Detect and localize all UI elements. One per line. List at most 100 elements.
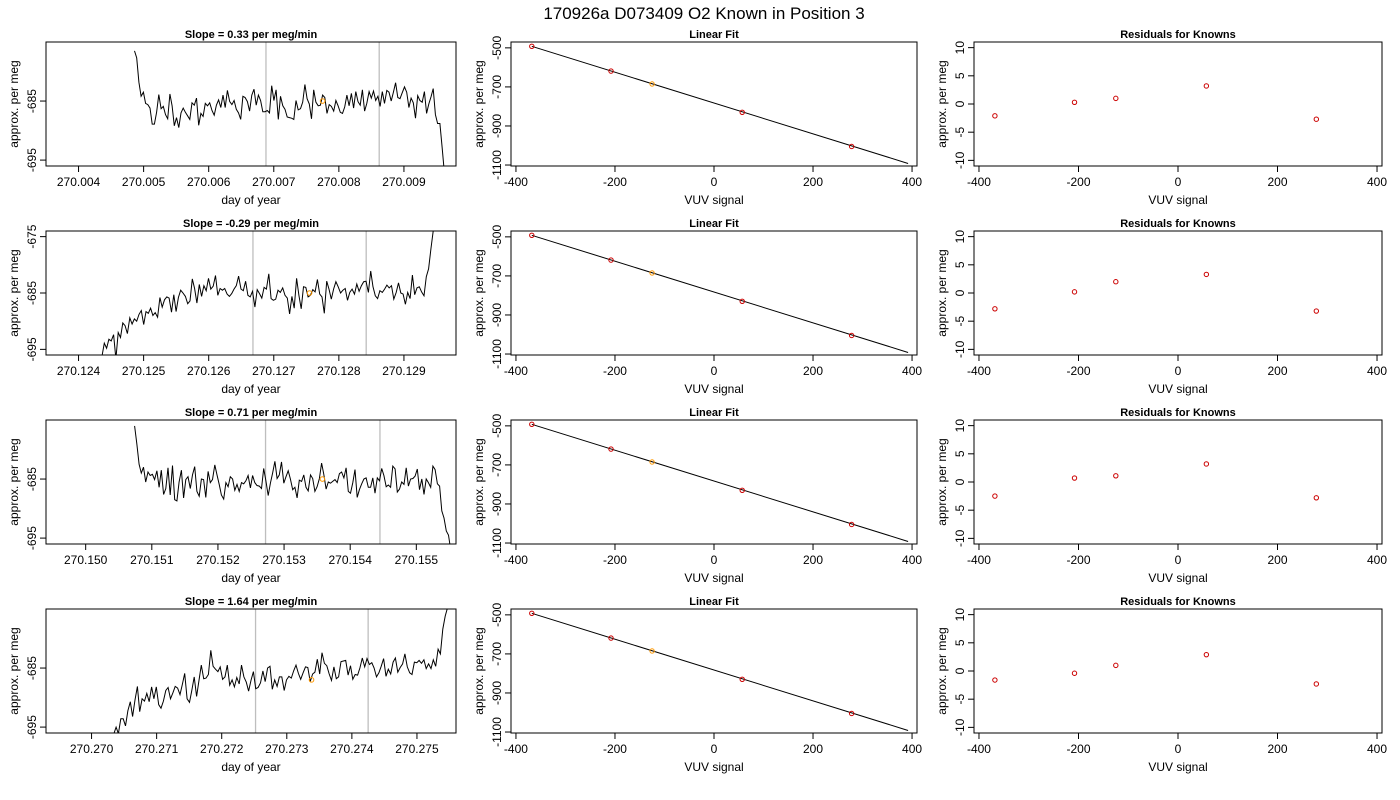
plot-area bbox=[992, 83, 1320, 122]
y-tick-label: -500 bbox=[490, 414, 504, 438]
known-standard-point bbox=[529, 232, 535, 238]
x-tick-label: -200 bbox=[1066, 742, 1090, 756]
x-tick-label: -400 bbox=[504, 364, 528, 378]
known-standard-point bbox=[848, 143, 855, 150]
x-axis-label: day of year bbox=[221, 571, 280, 585]
y-tick-label: -500 bbox=[490, 36, 504, 60]
y-tick-label: -695 bbox=[25, 337, 39, 361]
panel-title: Residuals for Knowns bbox=[1120, 407, 1236, 419]
panel-fit-row-3: Linear Fit -400 -200 0 200 400 -500 -700 -900 -11… bbox=[472, 407, 922, 585]
panel-residuals-row-3: Residuals for Knowns -400 -200 0 200 400 -10 -5… bbox=[935, 407, 1387, 585]
x-axis-label: VUV signal bbox=[684, 382, 743, 396]
plot-area bbox=[992, 271, 1320, 314]
x-tick-label: 0 bbox=[711, 175, 718, 189]
x-tick-label: 270.125 bbox=[122, 364, 166, 378]
residual-point bbox=[1071, 99, 1078, 106]
y-tick-label: 0 bbox=[953, 667, 967, 674]
x-tick-label: -200 bbox=[603, 364, 627, 378]
known-standard-point bbox=[649, 459, 655, 465]
plot-frame bbox=[510, 41, 918, 167]
x-tick-label: 270.273 bbox=[265, 742, 309, 756]
panel-title: Slope = 0.71 per meg/min bbox=[185, 407, 318, 419]
plot-area bbox=[113, 609, 448, 733]
y-tick-label: -700 bbox=[490, 453, 504, 477]
panel-title: Linear Fit bbox=[689, 596, 739, 608]
y-tick-label: 5 bbox=[953, 450, 967, 457]
panel-trace-row-2: Slope = -0.29 per meg/min 270.124 270.125 2… bbox=[7, 218, 457, 396]
y-axis-label: approx. per meg bbox=[935, 60, 949, 147]
y-tick-label: -695 bbox=[25, 715, 39, 739]
y-axis-label: approx. per meg bbox=[472, 627, 486, 714]
x-tick-label: 270.151 bbox=[130, 553, 174, 567]
x-tick-label: 270.274 bbox=[330, 742, 374, 756]
y-tick-label: -10 bbox=[953, 529, 967, 547]
y-tick-label: -700 bbox=[490, 264, 504, 288]
known-standard-point bbox=[848, 521, 855, 528]
x-tick-label: 0 bbox=[1175, 175, 1182, 189]
x-axis-label: VUV signal bbox=[684, 760, 743, 774]
known-standard-point bbox=[608, 446, 614, 452]
plot-frame bbox=[973, 230, 1383, 356]
x-tick-label: 400 bbox=[1367, 364, 1387, 378]
y-tick-label: 5 bbox=[953, 639, 967, 646]
plot-frame bbox=[510, 230, 918, 356]
x-tick-label: 200 bbox=[1267, 175, 1287, 189]
panel-title: Linear Fit bbox=[689, 218, 739, 230]
fit-line bbox=[531, 234, 909, 353]
y-tick-label: -5 bbox=[953, 694, 967, 705]
known-standard-point bbox=[649, 648, 655, 654]
y-tick-label: -685 bbox=[25, 281, 39, 305]
plot-frame bbox=[973, 608, 1383, 734]
y-tick-label: 10 bbox=[953, 608, 967, 622]
x-tick-label: -200 bbox=[603, 553, 627, 567]
known-standard-point bbox=[848, 710, 855, 717]
x-tick-label: -200 bbox=[603, 175, 627, 189]
plot-area bbox=[992, 651, 1320, 687]
y-tick-label: -1100 bbox=[490, 150, 504, 180]
x-tick-label: 0 bbox=[711, 742, 718, 756]
x-tick-label: 200 bbox=[1267, 364, 1287, 378]
x-tick-label: 0 bbox=[1175, 553, 1182, 567]
y-tick-label: -900 bbox=[490, 114, 504, 138]
y-tick-label: -700 bbox=[490, 642, 504, 666]
y-tick-label: -685 bbox=[25, 467, 39, 491]
x-tick-label: 0 bbox=[711, 553, 718, 567]
x-axis-label: VUV signal bbox=[1148, 760, 1207, 774]
x-axis-label: day of year bbox=[221, 193, 280, 207]
mean-marker-point bbox=[319, 476, 326, 482]
x-axis-label: day of year bbox=[221, 760, 280, 774]
plot-frame bbox=[45, 230, 457, 356]
x-tick-label: 270.006 bbox=[187, 175, 231, 189]
residual-point bbox=[1313, 495, 1320, 501]
x-tick-label: 400 bbox=[902, 364, 922, 378]
y-tick-label: 5 bbox=[953, 261, 967, 268]
y-axis-label: approx. per meg bbox=[7, 627, 21, 714]
plot-area bbox=[134, 42, 445, 166]
y-tick-label: -5 bbox=[953, 505, 967, 516]
y-tick-label: -10 bbox=[953, 718, 967, 736]
x-tick-label: 270.008 bbox=[317, 175, 361, 189]
y-tick-label: 10 bbox=[953, 230, 967, 244]
y-tick-label: -900 bbox=[490, 492, 504, 516]
y-tick-label: -10 bbox=[953, 340, 967, 358]
x-tick-label: -400 bbox=[504, 175, 528, 189]
residual-point bbox=[1203, 83, 1210, 89]
known-standard-point bbox=[608, 257, 614, 263]
x-tick-label: 200 bbox=[803, 175, 823, 189]
known-standard-point bbox=[608, 635, 614, 641]
y-axis-label: approx. per meg bbox=[935, 438, 949, 525]
x-tick-label: 270.154 bbox=[328, 553, 372, 567]
y-tick-label: -685 bbox=[25, 89, 39, 113]
y-tick-label: -5 bbox=[953, 316, 967, 327]
y-axis-label: approx. per meg bbox=[472, 249, 486, 336]
y-tick-label: -10 bbox=[953, 151, 967, 169]
plot-area bbox=[529, 610, 909, 731]
x-tick-label: 270.005 bbox=[122, 175, 166, 189]
known-standard-point bbox=[529, 610, 535, 616]
plot-area bbox=[529, 421, 909, 542]
y-axis-label: approx. per meg bbox=[7, 60, 21, 147]
residual-point bbox=[1113, 662, 1119, 669]
panel-title: Linear Fit bbox=[689, 407, 739, 419]
mean-marker-point bbox=[306, 290, 313, 296]
